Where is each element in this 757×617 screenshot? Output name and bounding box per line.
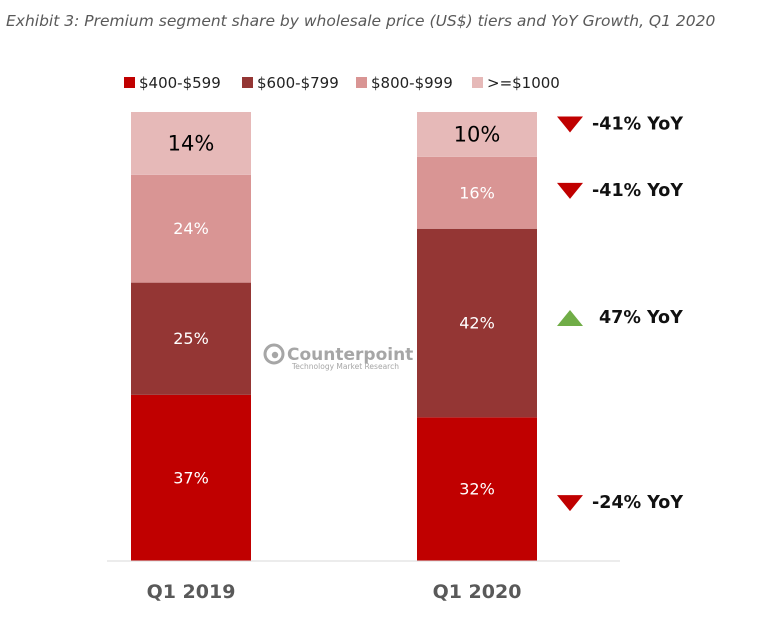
triangle-down-icon [557,116,583,133]
legend-label: $600-$799 [257,74,339,92]
legend-swatch [356,77,367,88]
bar-segment-1000 [131,112,251,175]
yoy-annotation-800-999: -41% YoY [557,181,683,201]
bar-segment-600-799 [417,228,537,418]
bars: 37% 25% 24% 14% 32% 42% 16% 10% [131,112,537,561]
legend-swatch [242,77,253,88]
data-label: 37% [173,468,209,487]
watermark-brand: Counterpoint [287,345,413,365]
chart-title: Exhibit 3: Premium segment share by whol… [6,12,715,30]
legend-label: $400-$599 [139,74,221,92]
data-label: 25% [173,329,209,348]
bar-segment-800-999 [131,174,251,283]
bar-segment-400-599 [417,417,537,561]
yoy-annotation-1000: -41% YoY [557,114,683,134]
legend-label: $800-$999 [371,74,453,92]
category-label: Q1 2020 [433,581,522,603]
bar-q1-2020: 32% 42% 16% 10% [417,112,537,561]
bar-segment-600-799 [131,282,251,395]
legend-item-4: >=$1000 [472,74,560,92]
data-label: 32% [459,480,495,499]
yoy-label: -41% YoY [592,114,683,134]
bar-segment-400-599 [131,394,251,561]
legend-item-3: $800-$999 [356,74,453,92]
data-label: 14% [168,131,215,155]
category-labels: Q1 2019 Q1 2020 [147,581,522,603]
counterpoint-logo-icon [263,343,285,365]
legend-item-1: $400-$599 [124,74,221,92]
legend: $400-$599 $600-$799 $800-$999 >=$1000 [124,74,560,92]
legend-swatch [472,77,483,88]
data-label: 24% [173,219,209,238]
yoy-annotations: -41% YoY -41% YoY 47% YoY -24% YoY [557,114,683,513]
data-label: 42% [459,314,495,333]
bar-q1-2019: 37% 25% 24% 14% [131,112,251,561]
yoy-annotation-600-799: 47% YoY [557,308,683,328]
category-label: Q1 2019 [147,581,236,603]
bar-segment-800-999 [417,156,537,229]
yoy-label: 47% YoY [599,308,683,328]
watermark: Counterpoint Technology Market Research [263,343,413,371]
legend-label: >=$1000 [487,74,560,92]
triangle-down-icon [557,495,583,512]
bar-segment-1000 [417,112,537,157]
data-label: 10% [454,122,501,146]
yoy-label: -41% YoY [592,181,683,201]
legend-item-2: $600-$799 [242,74,339,92]
data-label: 16% [459,183,495,202]
yoy-annotation-400-599: -24% YoY [557,493,683,513]
legend-swatch [124,77,135,88]
triangle-up-icon [557,310,583,327]
triangle-down-icon [557,182,583,199]
yoy-label: -24% YoY [592,493,683,513]
watermark-tagline: Technology Market Research [291,362,399,371]
